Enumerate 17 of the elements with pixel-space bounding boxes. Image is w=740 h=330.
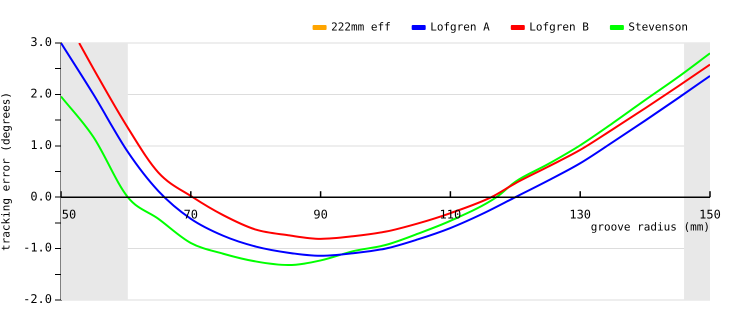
x-tick-label: 130 xyxy=(569,207,592,222)
legend-label: Lofgren B xyxy=(529,20,590,34)
x-axis-title: groove radius (mm) xyxy=(590,220,710,234)
y-tick-label: 1.0 xyxy=(30,138,52,152)
x-tick-label: 150 xyxy=(699,207,721,222)
y-tick-label: 3.0 xyxy=(30,35,52,50)
x-tick-label: 90 xyxy=(313,207,328,222)
x-tick-label: 70 xyxy=(184,207,198,222)
y-axis-title: tracking error (degrees) xyxy=(0,92,12,251)
legend-label: Stevenson xyxy=(628,20,688,34)
y-tick-label: 2.0 xyxy=(30,86,52,101)
legend-label: Lofgren A xyxy=(430,20,490,34)
y-tick-label: -2.0 xyxy=(23,292,52,306)
x-tick-label: 50 xyxy=(62,207,76,222)
y-tick-label: -1.0 xyxy=(23,240,52,255)
legend-label: 222mm eff xyxy=(331,20,391,34)
y-tick-label: 0.0 xyxy=(30,189,52,204)
